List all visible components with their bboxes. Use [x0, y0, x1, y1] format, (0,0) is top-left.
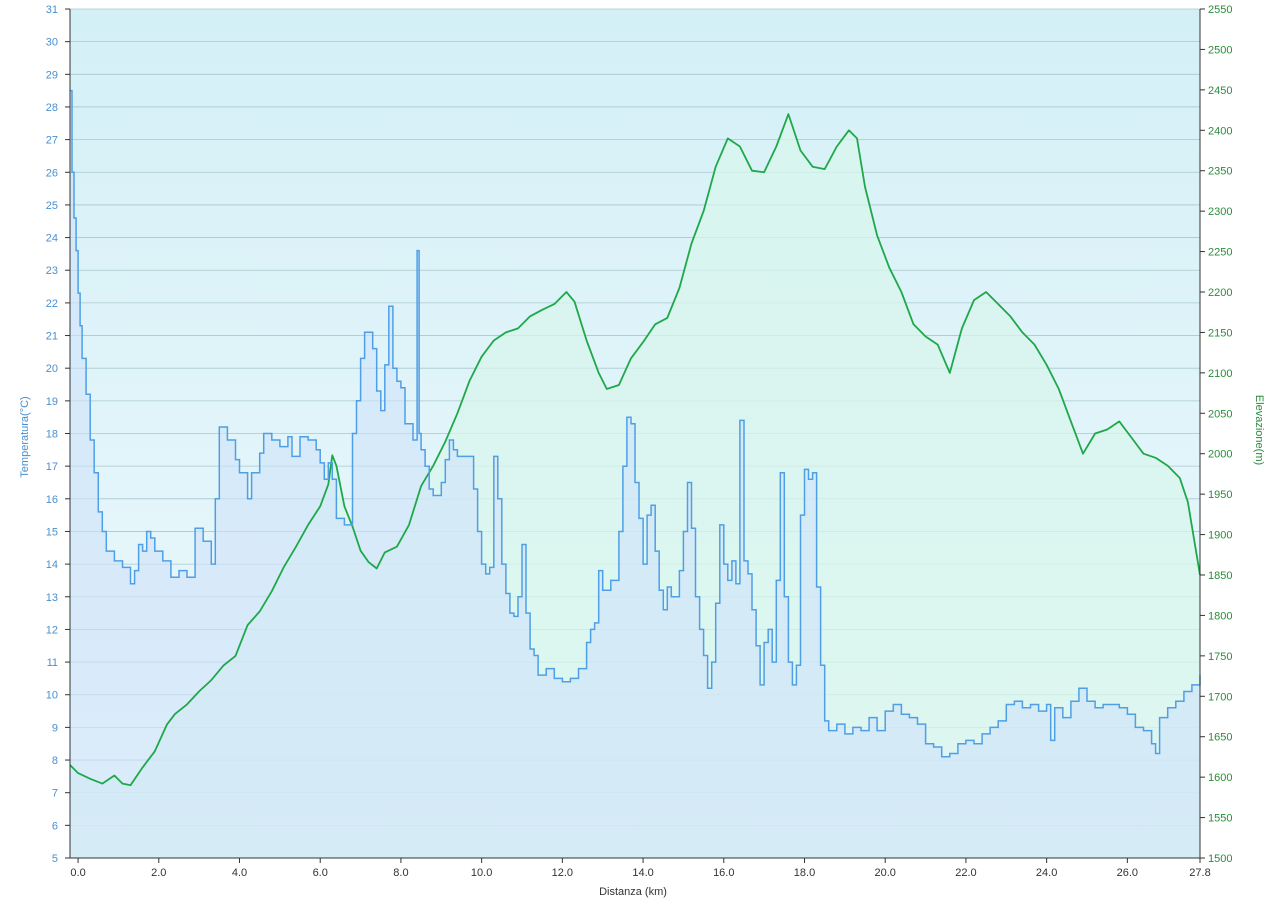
y-right-tick-label: 2300 [1208, 206, 1232, 218]
y-left-tick-label: 10 [46, 690, 58, 702]
y-axis-left-title: Temperatura(°C) [19, 396, 31, 477]
x-tick-label: 26.0 [1117, 867, 1138, 879]
y-left-tick-label: 13 [46, 592, 58, 604]
y-right-tick-label: 1550 [1208, 813, 1232, 825]
y-left-tick-label: 6 [52, 820, 58, 832]
y-left-tick-label: 28 [46, 102, 58, 114]
y-left-tick-label: 25 [46, 200, 58, 212]
x-tick-label: 18.0 [794, 867, 815, 879]
y-left-tick-label: 12 [46, 624, 58, 636]
y-right-tick-label: 1700 [1208, 691, 1232, 703]
y-left-tick-label: 15 [46, 526, 58, 538]
y-right-tick-label: 1800 [1208, 610, 1232, 622]
y-right-tick-label: 2150 [1208, 327, 1232, 339]
y-axis-right-title: Elevazione(m) [1253, 395, 1265, 465]
y-right-tick-label: 2200 [1208, 287, 1232, 299]
y-right-tick-label: 2450 [1208, 85, 1232, 97]
temperature-series-line [70, 89, 1201, 758]
y-left-tick-label: 31 [46, 4, 58, 16]
x-tick-label: 14.0 [632, 867, 653, 879]
y-left-tick-label: 20 [46, 363, 58, 375]
y-left-tick-label: 16 [46, 494, 58, 506]
y-right-tick-label: 1500 [1208, 853, 1232, 865]
x-tick-label: 16.0 [713, 867, 734, 879]
y-right-tick-label: 2400 [1208, 125, 1232, 137]
x-tick-label: 0.0 [70, 867, 85, 879]
y-left-tick-label: 7 [52, 788, 58, 800]
y-left-tick-label: 8 [52, 755, 58, 767]
y-left-tick-label: 21 [46, 331, 58, 343]
x-tick-label: 6.0 [313, 867, 328, 879]
y-left-tick-label: 30 [46, 37, 58, 49]
y-left-tick-label: 26 [46, 167, 58, 179]
x-tick-label: 24.0 [1036, 867, 1057, 879]
ticks-layer: 5 6 7 8 9 10 11 12 13 14 15 16 17 18 19 20 21 22 23 24 25 26 2… [46, 4, 1233, 879]
y-right-tick-label: 2350 [1208, 166, 1232, 178]
y-left-tick-label: 9 [52, 722, 58, 734]
y-left-tick-label: 5 [52, 853, 58, 865]
y-left-tick-label: 29 [46, 69, 58, 81]
y-left-tick-label: 17 [46, 461, 58, 473]
x-tick-label: 4.0 [232, 867, 247, 879]
y-right-tick-label: 1900 [1208, 530, 1232, 542]
y-right-tick-label: 2250 [1208, 247, 1232, 259]
x-tick-label: 10.0 [471, 867, 492, 879]
y-left-tick-label: 23 [46, 265, 58, 277]
y-left-tick-label: 11 [47, 657, 58, 669]
x-tick-label: 12.0 [552, 867, 573, 879]
y-right-tick-label: 1950 [1208, 489, 1232, 501]
x-axis-title: Distanza (km) [599, 886, 667, 898]
x-tick-label: 8.0 [393, 867, 408, 879]
y-left-tick-label: 19 [46, 396, 58, 408]
y-left-tick-label: 24 [46, 233, 58, 245]
y-right-tick-label: 2000 [1208, 449, 1232, 461]
y-right-tick-label: 1600 [1208, 772, 1232, 784]
temperature-line-layer [70, 89, 1201, 758]
y-right-tick-label: 2500 [1208, 44, 1232, 56]
y-right-tick-label: 1850 [1208, 570, 1232, 582]
elevation-series-line [69, 113, 1201, 787]
x-tick-label: 22.0 [955, 867, 976, 879]
x-tick-label: 20.0 [875, 867, 896, 879]
y-left-tick-label: 18 [46, 429, 58, 441]
elevation-line-layer [69, 113, 1201, 787]
x-tick-label: 27.8 [1189, 867, 1210, 879]
y-right-tick-label: 1750 [1208, 651, 1232, 663]
y-left-tick-label: 14 [46, 559, 58, 571]
x-tick-label: 2.0 [151, 867, 166, 879]
y-right-tick-label: 2550 [1208, 4, 1232, 16]
y-right-tick-label: 1650 [1208, 732, 1232, 744]
y-left-tick-label: 27 [46, 135, 58, 147]
y-right-tick-label: 2050 [1208, 408, 1232, 420]
y-right-tick-label: 2100 [1208, 368, 1232, 380]
y-left-tick-label: 22 [46, 298, 58, 310]
